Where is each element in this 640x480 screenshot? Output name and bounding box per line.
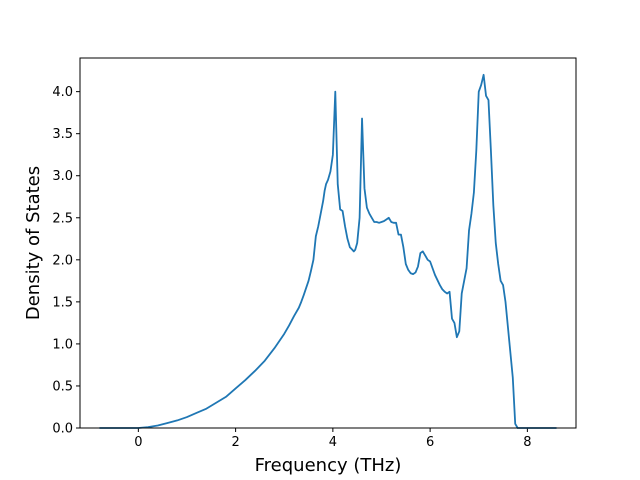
y-tick-label: 2.0 bbox=[52, 253, 73, 268]
y-tick-label: 2.5 bbox=[52, 211, 73, 226]
x-tick-label: 2 bbox=[231, 435, 239, 450]
x-axis-ticks: 0 2 4 6 8 bbox=[134, 428, 532, 450]
y-tick-label: 0.5 bbox=[52, 379, 73, 394]
y-tick-label: 1.0 bbox=[52, 337, 73, 352]
y-tick-label: 4.0 bbox=[52, 85, 73, 100]
y-axis-ticks: 0.0 0.5 1.0 1.5 2.0 2.5 3.0 3.5 4.0 bbox=[52, 85, 80, 437]
plot-frame bbox=[79, 57, 577, 429]
dos-series-line bbox=[99, 73, 557, 429]
x-tick-label: 4 bbox=[329, 435, 337, 450]
x-axis-label: Frequency (THz) bbox=[255, 455, 402, 476]
plot-area bbox=[80, 58, 576, 428]
x-tick-label: 6 bbox=[426, 435, 434, 450]
y-tick-label: 3.5 bbox=[52, 127, 73, 142]
y-tick-label: 3.0 bbox=[52, 169, 73, 184]
y-axis-label: Density of States bbox=[23, 166, 44, 320]
x-tick-label: 8 bbox=[523, 435, 531, 450]
y-tick-label: 0.0 bbox=[52, 422, 73, 437]
y-tick-label: 1.5 bbox=[52, 295, 73, 310]
x-tick-label: 0 bbox=[134, 435, 142, 450]
